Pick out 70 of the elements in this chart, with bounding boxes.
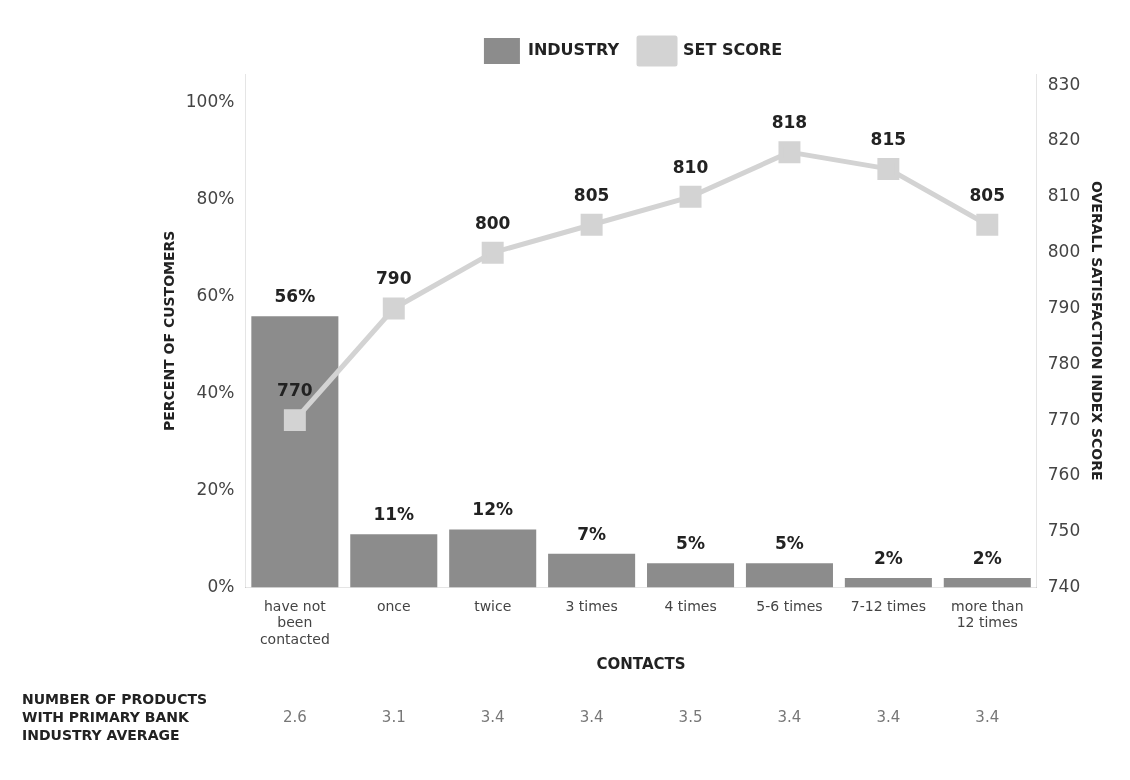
legend-label: SET SCORE <box>683 40 783 60</box>
data-label: 815 <box>870 128 907 149</box>
data-label: 2% <box>873 547 903 568</box>
x-axis-title: CONTACTS <box>596 654 686 673</box>
y-tick-label: 80% <box>196 188 235 209</box>
data-label: 56% <box>274 286 316 307</box>
point <box>283 409 306 432</box>
point <box>580 213 603 236</box>
y-tick-label: 100% <box>185 91 235 112</box>
text: 3.4 <box>975 707 1000 726</box>
text: 2.6 <box>282 707 307 726</box>
bar <box>745 563 833 588</box>
y2-axis-title: OVERALL SATISFACTION INDEX SCORE <box>1088 180 1105 481</box>
point <box>481 241 504 264</box>
x-tick-label: have not been contacted <box>259 597 330 648</box>
data-label: 12% <box>472 499 514 520</box>
point <box>778 141 801 164</box>
bar <box>350 534 438 588</box>
point <box>382 297 405 320</box>
data-label: 805 <box>573 184 610 205</box>
bar <box>844 577 932 588</box>
data-label: 810 <box>672 156 709 177</box>
y-axis-title: PERCENT OF CUSTOMERS <box>161 230 178 432</box>
y2-tick-label: 760 <box>1047 464 1081 485</box>
y2-tick-label: 830 <box>1047 73 1081 94</box>
text: 3.4 <box>480 707 505 726</box>
data-label: 818 <box>771 112 808 133</box>
point <box>877 157 900 180</box>
text: 3.4 <box>579 707 604 726</box>
bar <box>647 563 735 588</box>
x-tick-label: 3 times <box>565 597 618 614</box>
y2-tick-label: 770 <box>1047 408 1081 429</box>
x-tick-label: twice <box>474 597 512 614</box>
y2-tick-label: 780 <box>1047 352 1081 373</box>
legend-label: INDUSTRY <box>527 40 620 60</box>
y-tick-label: 0% <box>207 576 235 597</box>
bar <box>449 529 537 588</box>
y2-tick-label: 790 <box>1047 296 1081 317</box>
data-label: 11% <box>373 504 415 525</box>
data-label: 5% <box>775 533 804 554</box>
x-tick-label: 7-12 times <box>850 597 926 614</box>
y2-tick-label: 750 <box>1047 520 1081 541</box>
bar <box>251 316 339 588</box>
bar <box>943 577 1031 588</box>
y2-tick-label: 800 <box>1047 241 1081 262</box>
y2-tick-label: 740 <box>1047 576 1081 597</box>
text: 3.5 <box>678 707 703 726</box>
data-label: 7% <box>577 523 607 544</box>
x-tick-label: 4 times <box>664 597 717 614</box>
x-tick-label: 5-6 times <box>756 597 823 614</box>
data-label: 790 <box>376 268 412 289</box>
y-tick-label: 60% <box>196 285 235 306</box>
bar <box>548 553 636 588</box>
data-label: 805 <box>969 184 1006 205</box>
data-label: 800 <box>474 212 511 233</box>
y2-tick-label: 810 <box>1047 185 1081 206</box>
point <box>976 213 999 236</box>
text: NUMBER OF PRODUCTS WITH PRIMARY BANK INDUSTRY AVERAGE <box>22 690 208 743</box>
x-tick-label: more than 12 times <box>951 597 1024 631</box>
x-tick-label: once <box>376 597 411 614</box>
data-label: 2% <box>972 547 1002 568</box>
data-label: 770 <box>277 380 313 401</box>
text: 3.4 <box>876 707 901 726</box>
y2-tick-label: 820 <box>1047 129 1081 150</box>
data-label: 5% <box>676 533 705 554</box>
y-tick-label: 40% <box>196 382 235 403</box>
text: 3.4 <box>777 707 802 726</box>
text: 3.1 <box>381 707 406 726</box>
y-tick-label: 20% <box>196 479 235 500</box>
point <box>679 185 702 208</box>
